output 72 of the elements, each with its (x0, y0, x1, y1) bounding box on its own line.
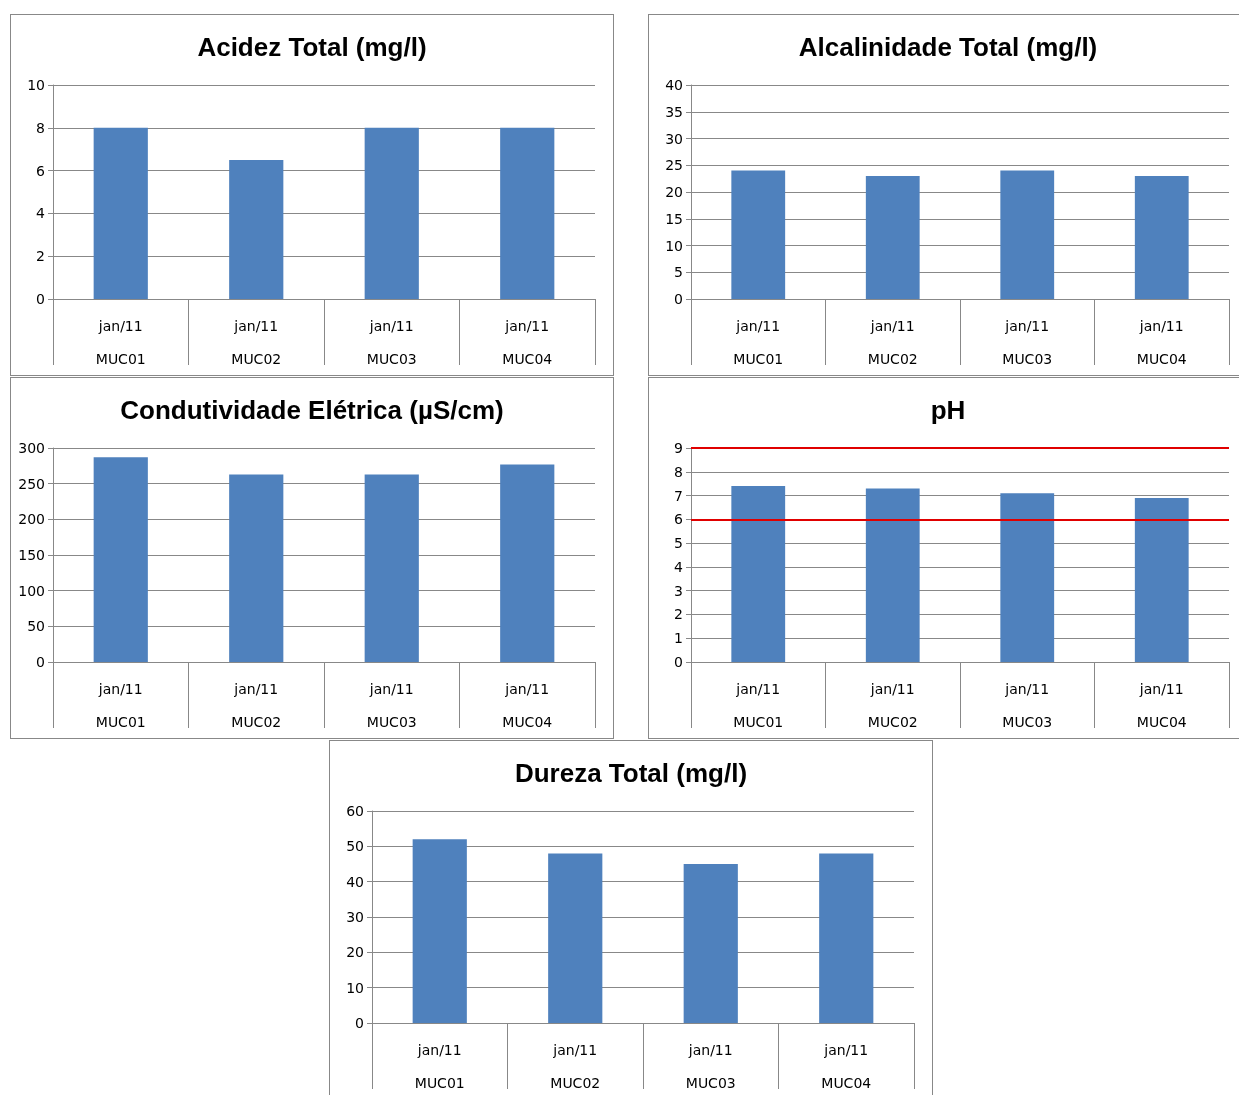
y-tick-label: 0 (36, 654, 45, 670)
y-tick-label: 60 (346, 803, 364, 819)
y-tick-label: 50 (27, 618, 45, 635)
chart-title: pH (930, 395, 966, 425)
y-tick-label: 2 (674, 606, 683, 623)
y-tick-label: 9 (674, 440, 683, 456)
bar (364, 474, 419, 662)
y-tick-label: 4 (674, 558, 684, 575)
bar (500, 464, 555, 662)
category-label: jan/11 MUC04 (821, 1041, 872, 1091)
y-tick-label: 0 (36, 291, 45, 307)
y-tick-label: 7 (674, 487, 683, 504)
category-label: jan/11 MUC02 (867, 317, 918, 367)
y-tick-label: 5 (674, 264, 683, 281)
category-label: jan/11 MUC04 (1136, 317, 1187, 367)
bar (683, 864, 738, 1023)
y-tick-label: 2 (36, 248, 45, 265)
category-label: jan/11 MUC03 (685, 1041, 736, 1091)
category-label: jan/11 MUC02 (231, 317, 282, 367)
y-tick-label: 10 (27, 77, 45, 93)
y-tick-label: 10 (665, 237, 683, 254)
y-tick-label: 20 (346, 944, 364, 961)
y-tick-label: 8 (674, 463, 683, 480)
category-label: jan/11 MUC04 (1136, 680, 1187, 730)
bar (229, 474, 284, 662)
y-tick-label: 40 (346, 873, 364, 890)
y-tick-label: 50 (346, 838, 364, 855)
y-tick-label: 20 (665, 184, 683, 200)
bar (819, 853, 874, 1023)
category-label: jan/11 MUC01 (95, 317, 146, 367)
y-tick-label: 30 (346, 909, 364, 925)
category-label: jan/11 MUC03 (366, 317, 417, 367)
y-tick-label: 4 (36, 205, 46, 222)
chart-title: Condutividade Elétrica (µS/cm) (120, 395, 504, 425)
y-tick-label: 15 (665, 210, 683, 227)
category-label: jan/11 MUC01 (95, 680, 146, 730)
bar (548, 853, 603, 1023)
y-tick-label: 1 (674, 630, 683, 647)
category-label: jan/11 MUC01 (414, 1041, 465, 1091)
category-label: jan/11 MUC02 (231, 680, 282, 730)
y-tick-label: 35 (665, 103, 683, 120)
y-tick-label: 40 (665, 77, 683, 93)
y-tick-label: 6 (36, 162, 46, 179)
y-tick-label: 100 (18, 582, 45, 599)
y-tick-label: 300 (18, 440, 45, 456)
chart-title: Alcalinidade Total (mg/l) (798, 32, 1098, 62)
y-tick-label: 5 (674, 535, 683, 552)
y-tick-label: 3 (674, 582, 683, 599)
chart-title: Acidez Total (mg/l) (197, 32, 427, 62)
y-tick-label: 10 (346, 979, 364, 996)
category-label: jan/11 MUC01 (733, 317, 784, 367)
y-tick-label: 0 (674, 654, 683, 670)
category-label: jan/11 MUC03 (1002, 680, 1053, 730)
y-tick-label: 150 (18, 547, 45, 563)
y-tick-label: 25 (665, 157, 683, 174)
category-label: jan/11 MUC04 (502, 317, 553, 367)
y-tick-label: 250 (18, 475, 45, 492)
y-tick-label: 6 (674, 511, 684, 528)
y-tick-label: 0 (674, 291, 683, 307)
y-tick-label: 8 (36, 119, 45, 136)
category-label: jan/11 MUC03 (366, 680, 417, 730)
y-tick-label: 30 (665, 130, 683, 147)
category-label: jan/11 MUC01 (733, 680, 784, 730)
y-tick-label: 200 (18, 511, 45, 528)
category-label: jan/11 MUC02 (867, 680, 918, 730)
category-label: jan/11 MUC02 (550, 1041, 601, 1091)
category-label: jan/11 MUC04 (502, 680, 553, 730)
bar (93, 457, 148, 662)
bar (412, 839, 467, 1023)
category-label: jan/11 MUC03 (1002, 317, 1053, 367)
chart-title: Dureza Total (mg/l) (514, 758, 748, 788)
y-tick-label: 0 (355, 1015, 364, 1031)
